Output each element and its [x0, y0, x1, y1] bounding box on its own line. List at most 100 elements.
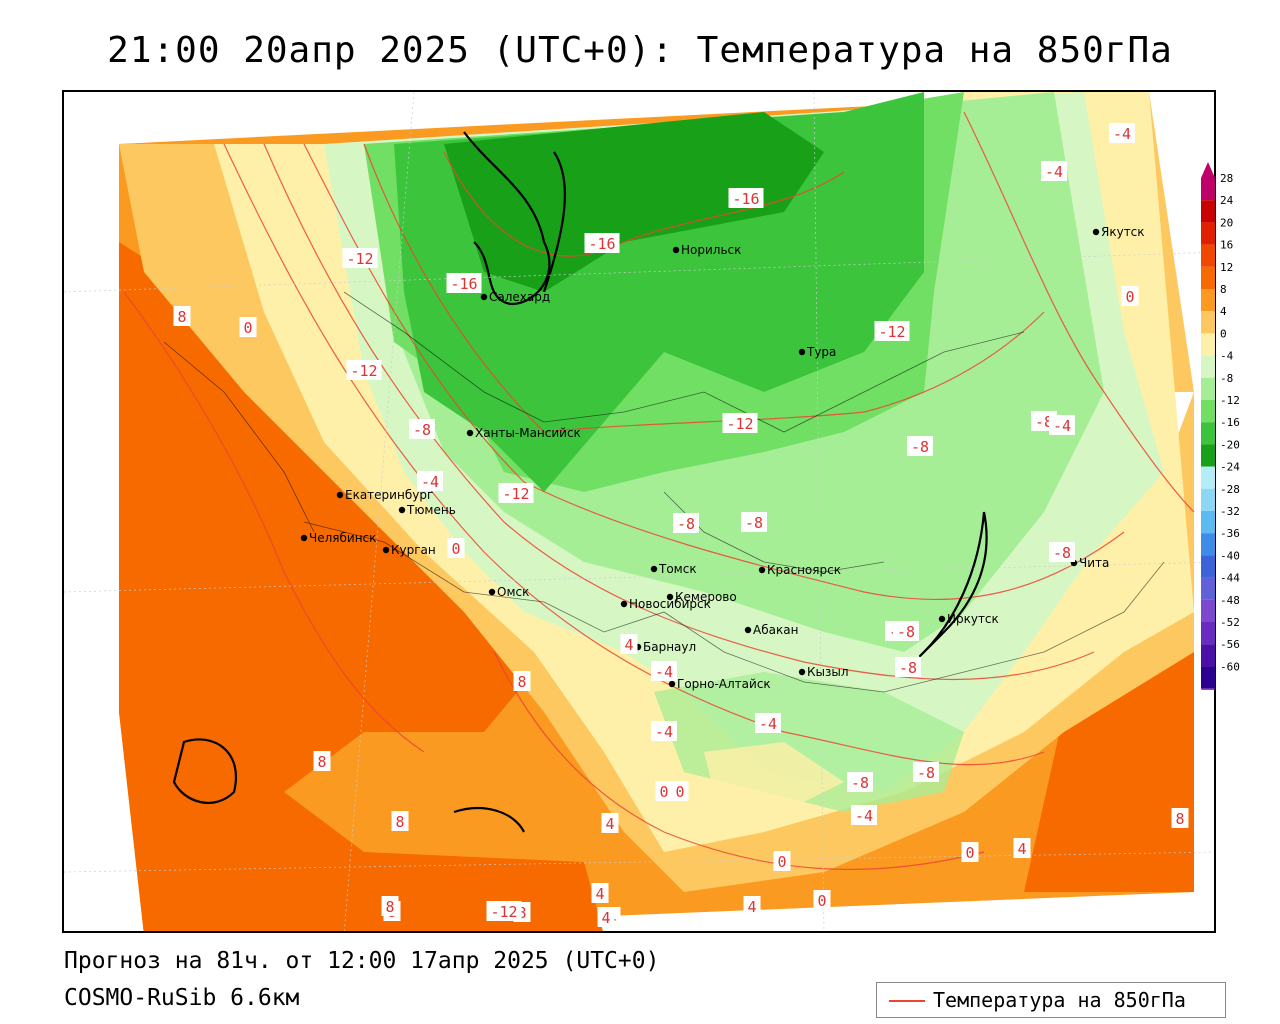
scale-swatch — [1201, 422, 1215, 445]
legend-label: Температура на 850гПа — [933, 988, 1186, 1012]
legend-box: Температура на 850гПа — [876, 982, 1226, 1018]
scale-swatch — [1201, 244, 1215, 267]
scale-tick-label: 28 — [1220, 172, 1233, 185]
isotherm-label-bg — [893, 621, 919, 641]
city-label: Новосибирск — [629, 597, 711, 611]
isotherm-label-bg — [651, 661, 677, 681]
isotherm-label: -4 — [855, 807, 873, 825]
isotherm-label: -8 — [899, 659, 917, 677]
isotherm-label-bg — [447, 538, 465, 558]
city-label: Тура — [806, 345, 836, 359]
city-dot — [798, 348, 806, 356]
isotherm-label-bg — [1049, 415, 1075, 435]
city-label: Салехард — [489, 290, 550, 304]
chart-title: 21:00 20апр 2025 (UTC+0): Температура на… — [107, 30, 1173, 71]
city-dot — [466, 429, 474, 437]
scale-tick-label: 0 — [1220, 327, 1227, 340]
isotherm-label: -8 — [745, 514, 763, 532]
model-name: COSMO-RuSib 6.6км — [64, 985, 300, 1011]
city-dot — [336, 491, 344, 499]
isotherm-label: 4 — [601, 909, 610, 927]
isotherm-label-bg — [651, 721, 677, 741]
city-label: Норильск — [681, 243, 741, 257]
scale-tick-label: -4 — [1220, 350, 1234, 363]
isotherm-label: 0 — [1125, 288, 1134, 306]
scale-tick-label: 4 — [1220, 305, 1227, 318]
isotherm-label: -8 — [1035, 413, 1053, 431]
isotherm-label-bg — [513, 671, 531, 691]
city-dot — [382, 546, 390, 554]
isotherm-label-bg — [913, 762, 939, 782]
isotherm-label: -12 — [878, 323, 905, 341]
isotherm-label: -12 — [346, 250, 373, 268]
scale-swatch — [1201, 599, 1215, 622]
isotherm-label: 0 — [675, 783, 684, 801]
city-label: Якутск — [1101, 225, 1145, 239]
isotherm-label-bg — [409, 419, 435, 439]
scale-tick-label: -48 — [1220, 594, 1240, 607]
scale-swatch — [1201, 289, 1215, 312]
city-dot — [650, 565, 658, 573]
scale-tick-label: 8 — [1220, 283, 1227, 296]
city-label: Иркутск — [947, 612, 999, 626]
isotherm-label-bg — [597, 907, 615, 927]
isotherm-label: 0 — [659, 783, 668, 801]
scale-swatch — [1201, 555, 1215, 578]
scale-tick-label: -8 — [1220, 372, 1233, 385]
isotherm-label-bg — [239, 317, 257, 337]
scale-tick-label: 24 — [1220, 194, 1234, 207]
scale-swatch — [1201, 622, 1215, 645]
isotherm-label-bg — [620, 634, 638, 654]
forecast-info: Прогноз на 81ч. от 12:00 17апр 2025 (UTC… — [64, 948, 660, 974]
isotherm-label-bg — [391, 811, 409, 831]
isotherm-label-bg — [728, 188, 764, 208]
isotherm-label-bg — [1049, 542, 1075, 562]
isotherm-label-bg — [173, 306, 191, 326]
city-label: Томск — [658, 562, 697, 576]
isotherm-label: 4 — [1017, 840, 1026, 858]
isotherm-label-bg — [851, 805, 877, 825]
scale-swatch — [1201, 311, 1215, 334]
city-label: Кемерово — [675, 590, 737, 604]
isotherm-label: -8 — [677, 515, 695, 533]
isotherm-label-bg — [743, 896, 761, 916]
city-dot — [488, 588, 496, 596]
isotherm-label: 4 — [595, 885, 604, 903]
scale-tick-label: -56 — [1220, 638, 1240, 651]
isotherm-label: 0 — [965, 844, 974, 862]
isotherm-label: 8 — [395, 813, 404, 831]
isotherm-label: 8 — [177, 308, 186, 326]
isotherm-label-bg — [895, 657, 921, 677]
city-dot — [1092, 228, 1100, 236]
isotherm-label-bg — [1013, 838, 1031, 858]
city-markers: Салехард Норильск Якутск Тура Ханты-Мансийск… — [300, 225, 1145, 691]
scale-swatch — [1201, 444, 1215, 467]
isotherm-label: -16 — [450, 275, 477, 293]
isotherm-label-bg — [741, 512, 767, 532]
scale-tick-label: -16 — [1220, 416, 1240, 429]
legend-line-swatch — [889, 1000, 925, 1002]
isotherm-label: -4 — [1053, 417, 1071, 435]
isotherm-label: -4 — [655, 663, 673, 681]
isotherm-label: -8 — [911, 438, 929, 456]
scale-tick-label: 16 — [1220, 239, 1233, 252]
isotherm-label-bg — [313, 751, 331, 771]
city-dot — [938, 615, 946, 623]
isotherm-label: -8 — [851, 774, 869, 792]
isotherm-label-bg — [773, 851, 791, 871]
isotherm-label: -4 — [1045, 163, 1063, 181]
isotherm-label: -12 — [726, 415, 753, 433]
isotherm-label-bg — [1121, 286, 1139, 306]
isotherm-label-bg — [486, 901, 522, 921]
city-label: Абакан — [753, 623, 798, 637]
isotherm-label-bg — [1109, 123, 1135, 143]
city-label: Тюмень — [406, 503, 456, 517]
city-label: Ханты-Мансийск — [475, 426, 581, 440]
scale-swatch — [1201, 400, 1215, 423]
isotherm-label-bg — [346, 360, 382, 380]
isotherm-label: 4 — [624, 636, 633, 654]
isotherm-label: -16 — [732, 190, 759, 208]
isotherm-label: -4 — [759, 715, 777, 733]
city-label: Омск — [497, 585, 529, 599]
scale-swatch — [1201, 333, 1215, 356]
